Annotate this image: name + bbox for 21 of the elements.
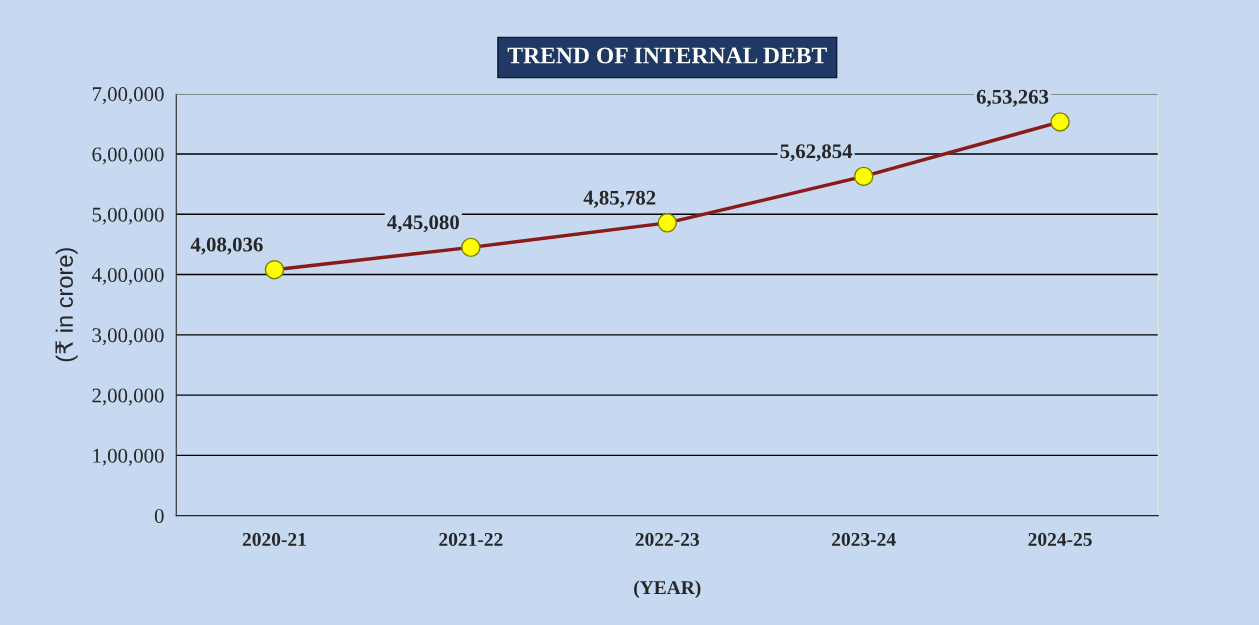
data-label: 4,08,036 xyxy=(190,237,263,255)
x-tick-label: 2023-24 xyxy=(832,532,896,546)
x-axis-title: (YEAR) xyxy=(634,580,701,599)
x-tick-label: 2024-25 xyxy=(1028,532,1092,546)
x-tick-label: 2022-23 xyxy=(635,532,700,546)
y-axis-title: (₹ in crore) xyxy=(55,248,78,362)
chart-title: TREND OF INTERNAL DEBT xyxy=(507,47,827,64)
data-label: 4,85,782 xyxy=(583,190,656,208)
y-tick-label: 1,00,000 xyxy=(93,448,164,466)
x-tick-label: 2020-21 xyxy=(242,532,306,546)
data-label: 6,53,263 xyxy=(976,89,1049,107)
y-tick-label: 6,00,000 xyxy=(92,147,164,165)
y-tick-label: 0 xyxy=(154,509,164,524)
y-tick-label: 5,00,000 xyxy=(92,207,164,225)
data-label: 5,62,854 xyxy=(780,144,853,162)
y-tick-label: 3,00,000 xyxy=(92,328,164,346)
y-tick-label: 7,00,000 xyxy=(92,87,164,105)
y-tick-label: 4,00,000 xyxy=(91,267,164,285)
data-label: 4,45,080 xyxy=(387,215,459,233)
x-tick-label: 2021-22 xyxy=(439,532,503,546)
y-tick-label: 2,00,000 xyxy=(92,388,164,406)
